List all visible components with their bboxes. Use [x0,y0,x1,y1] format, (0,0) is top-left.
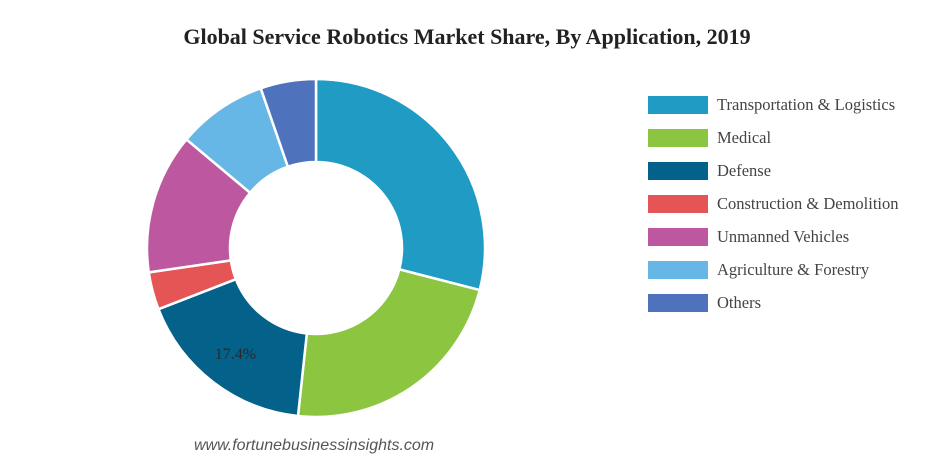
legend-label: Construction & Demolition [717,193,899,213]
legend-label: Others [717,292,761,312]
data-labels: 17.4% [215,346,256,363]
legend-swatch [648,128,708,147]
donut-slices [145,77,487,419]
legend-item-transportation-and-logistics[interactable]: Transportation & Logistics [648,88,934,121]
slice-defense [157,277,309,418]
legend-item-unmanned-vehicles[interactable]: Unmanned Vehicles [648,220,934,253]
legend-swatch [648,293,708,312]
legend-swatch [648,194,708,213]
legend-label: Transportation & Logistics [717,94,896,114]
source-credit: www.fortunebusinessinsights.com [194,437,435,454]
legend-swatch [648,95,708,114]
legend-label: Unmanned Vehicles [717,226,850,246]
legend-item-agriculture-and-forestry[interactable]: Agriculture & Forestry [648,253,934,286]
legend-item-medical[interactable]: Medical [648,121,934,154]
slice-medical [296,268,481,419]
legend-label: Medical [717,127,772,147]
slice-others [259,77,318,168]
legend-label: Defense [717,160,772,180]
legend-swatch [648,227,708,246]
chart-title: Global Service Robotics Market Share, By… [183,24,751,49]
legend: Transportation & Logistics Medical Defense… [648,88,934,319]
legend-swatch [648,260,708,279]
legend-item-others[interactable]: Others [648,286,934,319]
legend-item-defense[interactable]: Defense [648,154,934,187]
slice-transportation-and-logistics [314,77,487,292]
legend-item-construction-and-demolition[interactable]: Construction & Demolition [648,187,934,220]
legend-label: Agriculture & Forestry [717,259,870,279]
legend-swatch [648,161,708,180]
data-label-defense: 17.4% [215,346,256,363]
